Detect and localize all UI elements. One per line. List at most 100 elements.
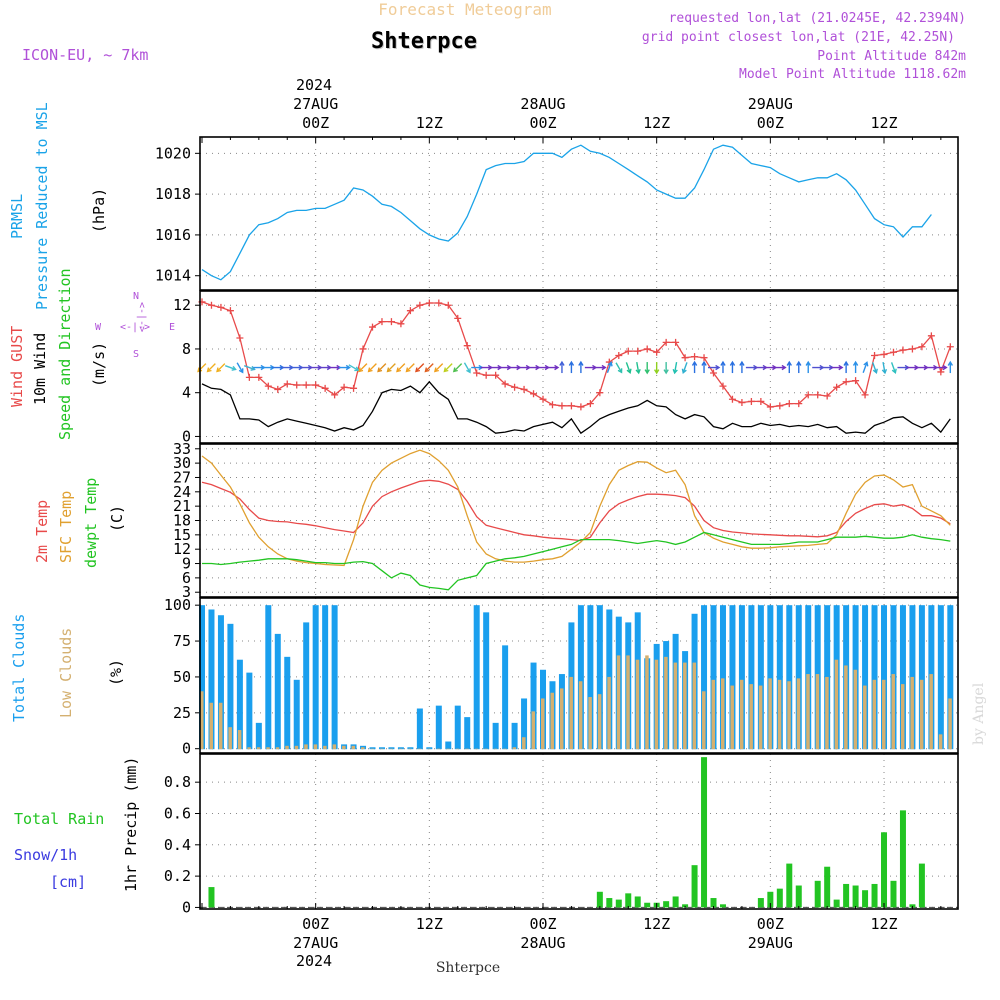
wind-arrow-head [345, 364, 351, 371]
low-clouds-bar [702, 691, 706, 750]
wind-direction-arrow [862, 361, 869, 373]
gust-marker [293, 381, 301, 389]
y-tick-label: 15 [173, 526, 191, 544]
wind-arrow-head [405, 367, 411, 373]
wind-direction-arrow [635, 362, 641, 375]
bottom-hour-label: 12Z [643, 915, 670, 933]
wind-speed-direction-title: Speed and Direction [56, 268, 74, 440]
location-title: Shterpce [371, 29, 477, 54]
rain-bar [710, 898, 717, 908]
y-tick-label: 0 [182, 898, 191, 916]
rain-bar [606, 898, 613, 908]
wind-arrow-head [881, 368, 888, 375]
total-clouds-bar [208, 609, 215, 750]
low-clouds-bar [398, 748, 403, 750]
low-clouds-bar [635, 659, 640, 750]
wind-direction-arrow [358, 363, 368, 373]
total-clouds-bar [483, 612, 490, 750]
total-clouds-bar [748, 605, 755, 750]
wind-direction-arrow [499, 364, 512, 371]
low-clouds-bar [323, 745, 327, 750]
wind-direction-arrow [739, 360, 745, 374]
wind-arrow-shaft [890, 362, 897, 373]
wind-arrow-shaft [434, 363, 444, 372]
wind-arrow-head [805, 360, 811, 366]
gust-marker [833, 383, 841, 391]
low-clouds-bar [569, 676, 573, 750]
y-tick-label: 27 [173, 468, 191, 486]
series-line-sfc-temp [201, 449, 951, 567]
wind-direction-arrow [843, 360, 849, 374]
wind-arrow-shaft [236, 362, 244, 373]
total-clouds-bar [246, 672, 253, 750]
wind-direction-arrow [701, 360, 707, 374]
wind-arrow-shaft [377, 363, 387, 372]
rain-bar [862, 890, 869, 908]
wind-arrow-shaft [682, 362, 688, 373]
gust-marker [511, 383, 519, 391]
low-clouds-bar [597, 694, 602, 750]
wind-arrow-head [720, 360, 726, 366]
wind-direction-arrow [606, 361, 613, 373]
rain-bar [814, 880, 821, 908]
wind-arrow-shaft [358, 363, 368, 372]
wind-arrow-head [433, 367, 439, 373]
low-clouds-bar [692, 662, 697, 750]
wind-direction-arrow [691, 360, 698, 374]
gust-marker [889, 348, 897, 356]
wind-direction-arrow [463, 362, 471, 374]
wind-direction-arrow [812, 364, 825, 371]
location-title-shadow: Shterpce [372, 30, 478, 55]
total-clouds-bar [388, 747, 395, 750]
low-clouds-bar [607, 676, 611, 750]
y-tick-label: 3 [182, 583, 191, 601]
series-line-wind-gust [201, 301, 951, 408]
total-clouds-bar [530, 662, 537, 750]
rain-bar [871, 883, 878, 908]
low-clouds-bar [891, 674, 895, 750]
wind-arrow-head [250, 365, 256, 371]
low-clouds-bar [806, 674, 810, 750]
gust-marker [207, 301, 215, 309]
rain-bar [663, 901, 670, 908]
total-clouds-bar [284, 656, 291, 750]
total-clouds-bar [274, 633, 281, 750]
gust-marker [691, 353, 699, 361]
gust-marker [416, 301, 424, 309]
bottom-hour-label: 12Z [870, 915, 897, 933]
panel-frame [199, 753, 959, 910]
rain-bar [899, 810, 906, 908]
bottom-hour-label: 00Z [757, 915, 784, 933]
wind-arrow-head [863, 361, 869, 367]
wind-arrow-head [891, 368, 897, 374]
low-clouds-bar [654, 659, 659, 750]
wind-direction-arrow [480, 364, 494, 371]
y-tick-label: 24 [173, 483, 191, 501]
wind-arrow-shaft [424, 363, 434, 372]
wind-arrow-head [617, 368, 623, 374]
low-clouds-bar [929, 674, 933, 750]
rain-bar [890, 880, 897, 908]
panel-5: 0 0.2 0.4 0.6 0.8 [164, 753, 959, 916]
rain-bar [757, 898, 764, 908]
low-clouds-bar [616, 655, 621, 750]
total-clouds-bar [701, 605, 708, 750]
gust-marker [482, 371, 490, 379]
wind-arrow-head [415, 367, 421, 373]
wind-direction-arrow [433, 363, 444, 373]
low-clouds-bar [436, 748, 441, 750]
total-clouds-bar [217, 615, 224, 750]
gust-marker [520, 385, 528, 393]
wind-direction-arrow [653, 362, 660, 375]
wind-arrow-head [644, 369, 650, 375]
total-clouds-bar [236, 659, 243, 750]
wind-arrow-head [653, 369, 660, 375]
low-clouds-bar [664, 656, 668, 750]
rain-bar [833, 899, 840, 908]
total-clouds-bar [407, 747, 414, 750]
wind-direction-arrow [262, 364, 276, 371]
y-tick-label: 0.8 [164, 773, 191, 791]
bottom-day-label: 27AUG [293, 934, 338, 952]
wind-direction-arrow [916, 364, 929, 371]
rain-bar [615, 899, 622, 908]
